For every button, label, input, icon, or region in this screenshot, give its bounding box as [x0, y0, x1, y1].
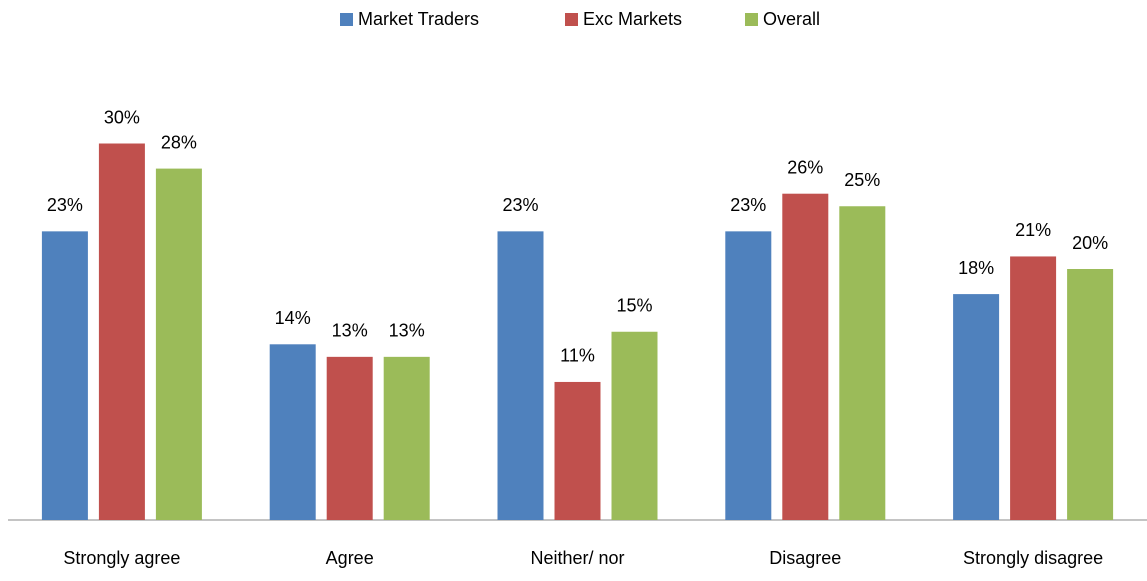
legend-swatch	[565, 13, 578, 26]
bar	[326, 356, 373, 520]
x-tick-label: Agree	[326, 548, 374, 568]
bar	[1010, 256, 1057, 520]
data-label: 13%	[389, 321, 425, 341]
legend-swatch	[745, 13, 758, 26]
bar	[497, 231, 544, 520]
bar	[782, 193, 829, 520]
bar	[98, 143, 145, 520]
x-tick-label: Strongly agree	[63, 548, 180, 568]
data-label: 18%	[958, 258, 994, 278]
data-label: 23%	[502, 195, 538, 215]
data-label: 21%	[1015, 220, 1051, 240]
legend-swatch	[340, 13, 353, 26]
bar	[1067, 269, 1114, 520]
bar	[41, 231, 88, 520]
bar	[611, 331, 658, 520]
x-tick-label: Neither/ nor	[530, 548, 624, 568]
data-label: 25%	[844, 170, 880, 190]
data-label: 28%	[161, 132, 197, 152]
data-label: 23%	[47, 195, 83, 215]
bar	[155, 168, 202, 520]
bar	[554, 381, 601, 520]
data-label: 20%	[1072, 233, 1108, 253]
bar	[269, 344, 316, 520]
x-tick-label: Strongly disagree	[963, 548, 1103, 568]
bar	[953, 294, 1000, 520]
bar	[839, 206, 886, 520]
data-label: 15%	[616, 296, 652, 316]
data-label: 13%	[332, 321, 368, 341]
data-label: 26%	[787, 157, 823, 177]
data-label: 30%	[104, 107, 140, 127]
legend-label: Exc Markets	[583, 9, 682, 29]
data-label: 23%	[730, 195, 766, 215]
data-label: 14%	[275, 308, 311, 328]
bar	[383, 356, 430, 520]
x-tick-label: Disagree	[769, 548, 841, 568]
data-label: 11%	[560, 346, 595, 366]
legend-label: Overall	[763, 9, 820, 29]
legend-label: Market Traders	[358, 9, 479, 29]
bar	[725, 231, 772, 520]
